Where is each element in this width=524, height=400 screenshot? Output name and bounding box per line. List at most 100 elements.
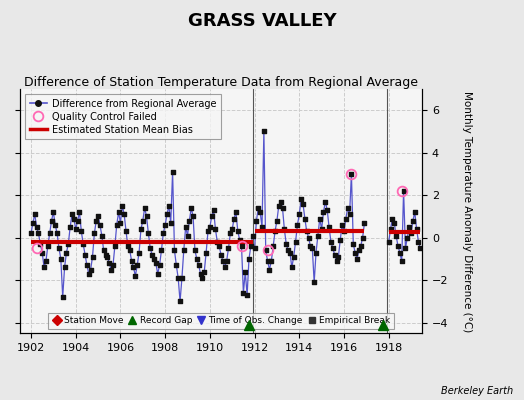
Point <box>53 230 61 237</box>
Point <box>72 226 80 232</box>
Point <box>288 264 296 271</box>
Point <box>32 224 41 230</box>
Point <box>267 258 276 264</box>
Point <box>46 230 54 237</box>
Point <box>388 215 397 222</box>
Point <box>412 226 421 232</box>
Point <box>245 256 253 262</box>
Point <box>302 228 311 234</box>
Point <box>189 213 198 220</box>
Point <box>295 211 303 218</box>
Point <box>411 209 419 216</box>
Point <box>361 220 369 226</box>
Point <box>256 209 264 216</box>
Point <box>297 196 305 203</box>
Text: Berkeley Earth: Berkeley Earth <box>441 386 514 396</box>
Point <box>314 232 322 239</box>
Point <box>353 256 361 262</box>
Point <box>286 249 294 256</box>
Point <box>34 230 42 237</box>
Point <box>150 256 158 262</box>
Point <box>327 239 335 245</box>
Point <box>414 239 423 245</box>
Point <box>219 258 227 264</box>
Point <box>62 249 71 256</box>
Point <box>217 252 225 258</box>
Point <box>340 228 348 234</box>
Point <box>275 203 283 209</box>
Point <box>265 266 274 273</box>
Point <box>241 268 249 275</box>
Point <box>401 245 410 252</box>
Title: Difference of Station Temperature Data from Regional Average: Difference of Station Temperature Data f… <box>24 76 418 89</box>
Point <box>272 218 281 224</box>
Point <box>222 258 231 264</box>
Point <box>299 200 307 207</box>
Point <box>336 237 344 243</box>
Point <box>234 228 242 234</box>
Point <box>176 298 184 305</box>
Point <box>211 226 220 232</box>
Point <box>282 241 290 247</box>
Point <box>96 222 104 228</box>
Point <box>205 224 214 230</box>
Point <box>187 205 195 211</box>
Point <box>167 220 175 226</box>
Point <box>51 222 59 228</box>
Point <box>312 249 320 256</box>
Point <box>124 243 132 249</box>
Point <box>318 226 326 232</box>
Point <box>154 271 162 277</box>
Point <box>168 169 177 175</box>
Point <box>60 264 69 271</box>
Point <box>42 258 50 264</box>
Point <box>194 262 203 268</box>
Point <box>204 228 212 234</box>
Point <box>280 226 289 232</box>
Point <box>105 260 114 266</box>
Point <box>100 247 108 254</box>
Point <box>237 243 246 249</box>
Point <box>409 218 417 224</box>
Point <box>172 262 181 268</box>
Point <box>308 245 316 252</box>
Point <box>120 211 128 218</box>
Point <box>109 262 117 268</box>
Point <box>284 247 292 254</box>
Text: GRASS VALLEY: GRASS VALLEY <box>188 12 336 30</box>
Point <box>64 241 72 247</box>
Point <box>386 226 395 232</box>
Point <box>89 254 97 260</box>
Point <box>180 247 188 254</box>
Point <box>232 209 240 216</box>
Point <box>250 245 259 252</box>
Point <box>398 258 406 264</box>
Point <box>260 128 268 135</box>
Point <box>416 245 424 252</box>
Point <box>103 254 112 260</box>
Y-axis label: Monthly Temperature Anomaly Difference (°C): Monthly Temperature Anomaly Difference (… <box>462 90 472 332</box>
Point <box>191 247 199 254</box>
Point <box>334 254 343 260</box>
Point <box>57 256 65 262</box>
Point <box>331 252 339 258</box>
Point <box>146 245 155 252</box>
Point <box>252 218 260 224</box>
Point <box>329 245 337 252</box>
Point <box>224 245 233 252</box>
Point <box>355 247 363 254</box>
Point <box>358 234 367 241</box>
Point <box>79 241 88 247</box>
Point <box>122 228 130 234</box>
Point <box>351 249 359 256</box>
Point <box>157 247 166 254</box>
Point <box>306 243 314 249</box>
Point <box>94 213 102 220</box>
Point <box>90 230 99 237</box>
Point <box>291 239 300 245</box>
Point <box>84 271 93 277</box>
Point <box>385 239 393 245</box>
Point <box>390 220 398 226</box>
Point <box>59 294 67 300</box>
Point <box>321 198 330 205</box>
